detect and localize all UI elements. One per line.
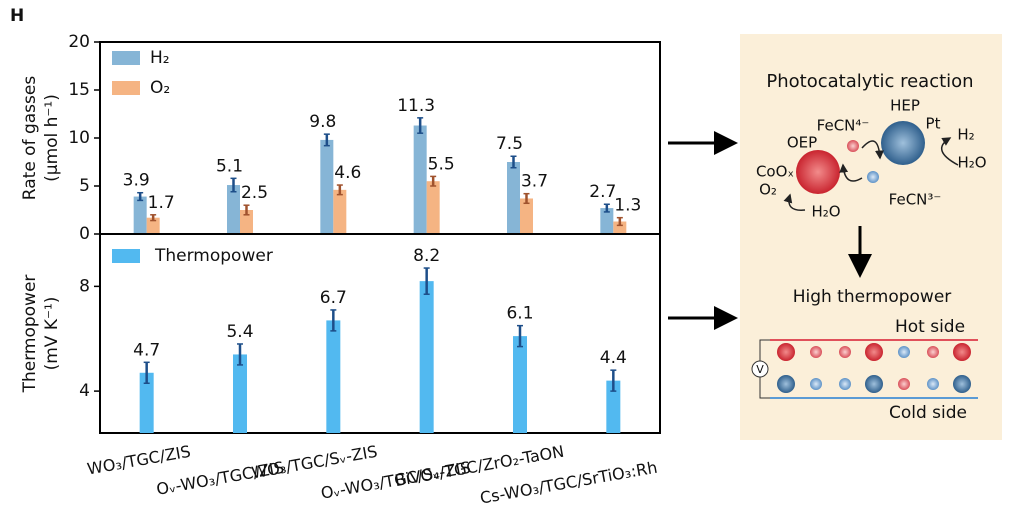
label: HEP <box>890 97 920 115</box>
legend-label: O₂ <box>150 78 170 98</box>
label: High thermopower <box>793 287 952 307</box>
label: V <box>756 363 764 376</box>
label: FeCN⁴⁻ <box>817 117 870 135</box>
bar <box>326 320 341 433</box>
hep-particle <box>881 121 925 165</box>
bar <box>507 162 520 234</box>
bar <box>413 125 427 234</box>
value-label: 2.7 <box>589 182 616 202</box>
x-tick-label: WO₃/TGC/ZIS <box>86 442 193 479</box>
y-axis-label: Thermopower <box>20 275 40 394</box>
reaction-arrow <box>941 137 959 166</box>
legend-label: Thermopower <box>154 246 273 266</box>
y-tick-label: 10 <box>68 128 90 148</box>
value-label: 6.7 <box>320 288 347 308</box>
fecn3-ion <box>867 171 879 183</box>
label: H₂O <box>811 203 840 221</box>
value-label: 3.7 <box>521 172 548 192</box>
reaction-arrow <box>783 193 806 211</box>
y-tick-label: 15 <box>68 80 90 100</box>
cycle-arrow <box>861 140 884 160</box>
diagram: Photocatalytic reaction HEP FeCN⁴⁻ Pt OE… <box>740 34 1002 440</box>
bar <box>133 196 147 234</box>
diagram-title: Photocatalytic reaction <box>766 71 973 92</box>
value-label: 4.4 <box>600 348 627 368</box>
y-tick-label: 0 <box>79 224 90 244</box>
value-label: 6.1 <box>506 304 533 324</box>
oep-particle <box>796 150 840 194</box>
value-label: 4.7 <box>133 340 160 360</box>
label: OEP <box>787 134 817 152</box>
value-label: 11.3 <box>397 96 435 116</box>
fecn4-ion <box>847 140 859 152</box>
value-label: 5.4 <box>226 322 253 342</box>
panel-label: H <box>10 6 24 26</box>
bar <box>139 372 154 433</box>
value-label: 2.5 <box>241 183 268 203</box>
value-label: 8.2 <box>413 246 440 266</box>
bar <box>419 281 434 433</box>
y-axis-label: Rate of gasses <box>20 76 40 201</box>
diagram-panel <box>740 34 1002 440</box>
y-tick-label: 5 <box>79 176 90 196</box>
label: Cold side <box>889 403 967 423</box>
label: Hot side <box>895 317 965 337</box>
bar <box>227 185 240 234</box>
plot-frame <box>99 233 661 434</box>
particles <box>777 343 971 393</box>
value-label: 5.1 <box>216 156 243 176</box>
value-label: 1.3 <box>614 196 641 216</box>
legend-swatch <box>112 51 140 65</box>
legend-swatch <box>112 249 140 263</box>
label: CoOₓ <box>756 163 794 181</box>
legend-swatch <box>112 81 140 95</box>
label: O₂ <box>759 181 777 199</box>
bar <box>613 221 627 234</box>
bar <box>606 380 621 433</box>
plot-frame <box>99 41 661 235</box>
bar <box>320 139 334 234</box>
value-label: 9.8 <box>309 112 336 132</box>
bar <box>233 354 247 433</box>
label: FeCN³⁻ <box>889 191 942 209</box>
bar <box>426 181 440 234</box>
bar <box>600 208 614 234</box>
cycle-arrow <box>839 163 863 182</box>
y-tick-label: 4 <box>79 381 90 401</box>
value-label: 3.9 <box>123 171 150 191</box>
value-label: 5.5 <box>428 154 455 174</box>
y-axis-label: (mV K⁻¹) <box>42 297 62 371</box>
label: Pt <box>926 115 941 133</box>
value-label: 1.7 <box>148 193 175 213</box>
voltmeter <box>751 360 769 378</box>
label: H₂ <box>957 126 974 144</box>
y-axis-label: (μmol h⁻¹) <box>42 94 62 182</box>
bar <box>333 189 347 234</box>
value-label: 7.5 <box>496 134 523 154</box>
bar <box>146 217 160 234</box>
label: H₂O <box>957 154 986 172</box>
value-label: 4.6 <box>334 163 361 183</box>
bar <box>240 210 253 234</box>
y-tick-label: 8 <box>79 276 90 296</box>
legend-label: H₂ <box>150 48 170 68</box>
y-tick-label: 20 <box>68 32 90 52</box>
bar <box>520 198 533 234</box>
bar <box>513 336 527 433</box>
